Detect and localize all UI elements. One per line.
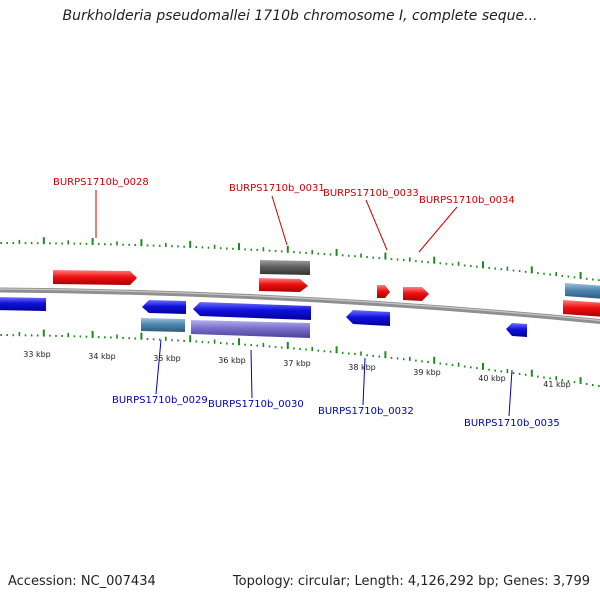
reverse-gene-0030[interactable] bbox=[193, 302, 311, 320]
label-leader-lines bbox=[95, 190, 513, 417]
tick-label-40kbp: 40 kbp bbox=[478, 374, 506, 383]
map-title: Burkholderia pseudomallei 1710b chromoso… bbox=[62, 8, 538, 24]
kbp-tick-labels: 33 kbp 34 kbp 35 kbp 36 kbp 37 kbp 38 kb… bbox=[23, 350, 571, 389]
forward-gene-0031-gray[interactable] bbox=[260, 260, 310, 275]
forward-gene-0031[interactable] bbox=[259, 278, 308, 292]
gene-label-0029[interactable]: BURPS1710b_0029 bbox=[112, 395, 208, 406]
forward-gene-0034[interactable] bbox=[403, 287, 429, 301]
gene-label-0035[interactable]: BURPS1710b_0035 bbox=[464, 418, 560, 429]
reverse-gene-0032[interactable] bbox=[346, 310, 390, 326]
accession-text: Accession: NC_007434 bbox=[8, 574, 156, 589]
tick-label-38kbp: 38 kbp bbox=[348, 363, 376, 372]
reverse-gene-0029[interactable] bbox=[142, 300, 186, 314]
reverse-gene-0030-purple[interactable] bbox=[191, 320, 310, 338]
gene-label-0033[interactable]: BURPS1710b_0033 bbox=[323, 188, 419, 199]
chromosome-backbone-highlight bbox=[0, 288, 600, 322]
gene-label-0032[interactable]: BURPS1710b_0032 bbox=[318, 406, 414, 417]
upper-tick-ruler bbox=[0, 237, 600, 282]
gene-labels-bottom: BURPS1710b_0029 BURPS1710b_0030 BURPS171… bbox=[112, 395, 560, 429]
gene-label-0028[interactable]: BURPS1710b_0028 bbox=[53, 177, 149, 188]
forward-gene-edge-steel[interactable] bbox=[565, 283, 600, 299]
genome-summary-text: Topology: circular; Length: 4,126,292 bp… bbox=[232, 574, 590, 589]
reverse-gene-0029-steel[interactable] bbox=[141, 318, 185, 332]
forward-gene-0033[interactable] bbox=[377, 285, 390, 298]
chromosome-backbone bbox=[0, 287, 600, 325]
reverse-gene-edge-left[interactable] bbox=[0, 297, 46, 311]
reverse-gene-0035[interactable] bbox=[506, 323, 527, 337]
tick-label-33kbp: 33 kbp bbox=[23, 350, 51, 359]
gene-label-0034[interactable]: BURPS1710b_0034 bbox=[419, 195, 515, 206]
tick-label-36kbp: 36 kbp bbox=[218, 356, 246, 365]
tick-label-39kbp: 39 kbp bbox=[413, 368, 441, 377]
tick-label-35kbp: 35 kbp bbox=[153, 354, 181, 363]
tick-label-34kbp: 34 kbp bbox=[88, 352, 116, 361]
tick-label-41kbp: 41 kbp bbox=[543, 380, 571, 389]
tick-label-37kbp: 37 kbp bbox=[283, 359, 311, 368]
gene-labels-top: BURPS1710b_0028 BURPS1710b_0031 BURPS171… bbox=[53, 177, 515, 206]
gene-label-0031[interactable]: BURPS1710b_0031 bbox=[229, 183, 325, 194]
forward-gene-0028[interactable] bbox=[53, 270, 137, 285]
gene-label-0030[interactable]: BURPS1710b_0030 bbox=[208, 399, 304, 410]
forward-gene-edge-red[interactable] bbox=[563, 300, 600, 317]
lower-tick-ruler bbox=[0, 329, 600, 387]
